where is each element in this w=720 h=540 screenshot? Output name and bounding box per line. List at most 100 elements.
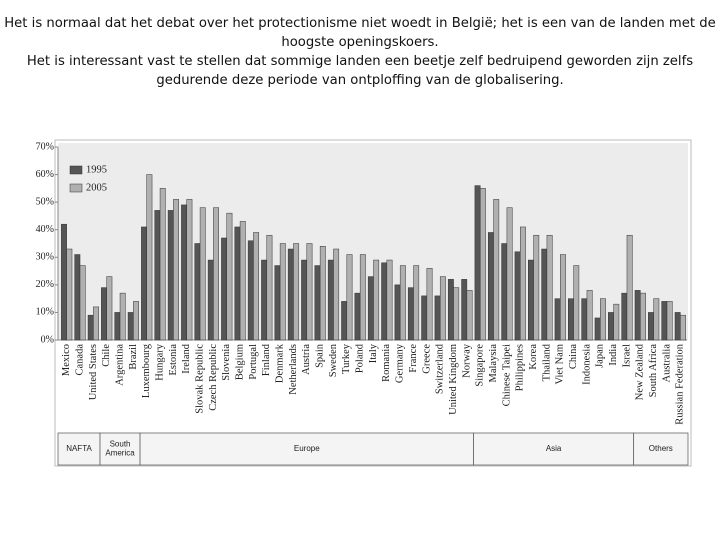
bar	[554, 298, 561, 341]
bar	[501, 243, 508, 341]
region-label: Asia	[546, 444, 562, 453]
bar	[287, 248, 294, 341]
x-tick-label: Japan	[595, 343, 606, 368]
bar	[594, 317, 601, 341]
x-tick-label: Thailand	[541, 343, 552, 381]
paragraph: Het is normaal dat het debat over het pr…	[4, 16, 716, 50]
bar	[519, 226, 526, 341]
bar	[541, 248, 548, 341]
bar	[573, 265, 580, 341]
bar	[319, 246, 326, 341]
x-tick-label: Portugal	[248, 344, 259, 380]
bar	[546, 234, 553, 341]
bar	[608, 312, 614, 341]
bar	[661, 301, 668, 341]
x-tick-label: Viet Nam	[555, 344, 566, 384]
region-box	[57, 432, 101, 466]
bar	[93, 306, 99, 341]
bar	[106, 276, 113, 341]
x-tick-label: Argentina	[114, 344, 125, 386]
x-tick-label: Philippines	[515, 344, 526, 391]
x-tick-label: Turkey	[341, 343, 352, 374]
x-tick-label: Belgium	[235, 344, 246, 380]
region-box	[473, 432, 635, 466]
bar	[141, 226, 147, 341]
x-tick-label: Singapore	[475, 344, 486, 387]
bar	[221, 237, 228, 341]
bar	[194, 243, 201, 341]
x-tick-label: Chinese Taipei	[501, 344, 512, 406]
bar	[674, 312, 681, 341]
bar	[527, 259, 534, 341]
bar	[354, 292, 361, 341]
x-tick-label: Denmark	[275, 343, 286, 383]
x-tick-label: China	[568, 344, 579, 369]
bar	[207, 259, 214, 341]
bar	[461, 279, 468, 341]
x-tick-label: Estonia	[168, 344, 179, 376]
bar	[560, 254, 566, 341]
bar	[533, 234, 540, 341]
x-tick-label: Spain	[315, 343, 326, 368]
bar	[159, 188, 166, 341]
x-tick-label: France	[408, 344, 419, 373]
bar	[439, 276, 446, 341]
x-tick-label: Australia	[661, 344, 672, 383]
bar	[407, 287, 414, 341]
bar	[359, 254, 366, 341]
bar	[568, 298, 574, 341]
x-tick-label: Finland	[261, 343, 272, 376]
bar	[381, 262, 388, 341]
bar	[653, 298, 660, 341]
x-tick-label: Romania	[381, 344, 392, 382]
bar	[154, 210, 161, 341]
x-tick-label: New Zealand	[635, 343, 646, 400]
bar	[426, 268, 433, 341]
x-tick-label: Russian Federation	[675, 343, 686, 425]
bar	[293, 243, 300, 341]
y-tick-label: 20%	[36, 279, 54, 290]
paragraph: Het is interessant vast te stellen dat s…	[26, 54, 694, 88]
x-tick-label: Austria	[301, 344, 312, 375]
x-tick-label: Germany	[395, 343, 406, 383]
bar	[466, 290, 473, 341]
bar	[447, 279, 454, 341]
legend-label: 2005	[86, 182, 107, 193]
bar	[487, 232, 494, 341]
bar	[127, 312, 134, 341]
x-tick-label: Chile	[101, 344, 112, 367]
x-tick-label: Hungary	[154, 343, 165, 380]
x-tick-label: Ireland	[181, 343, 192, 373]
bar	[586, 290, 593, 341]
y-tick-label: 0%	[41, 334, 54, 345]
x-tick-label: Mexico	[61, 344, 72, 376]
bar	[367, 276, 374, 341]
bar	[600, 298, 606, 341]
region-box	[139, 432, 474, 466]
x-tick-label: Czech Republic	[208, 344, 219, 411]
bar	[634, 290, 641, 341]
bar	[173, 199, 179, 341]
region-label: South America	[105, 440, 135, 458]
bar	[581, 298, 588, 341]
bar	[253, 232, 260, 341]
y-tick-label: 10%	[36, 307, 54, 318]
x-tick-label: Sweden	[328, 343, 339, 377]
x-tick-label: Slovak Republic	[194, 344, 205, 414]
bar	[474, 185, 481, 341]
x-tick-label: Brazil	[128, 344, 139, 370]
x-tick-label: Malaysia	[488, 344, 499, 383]
bar	[87, 314, 94, 341]
x-tick-label: Slovenia	[221, 344, 232, 381]
bar	[114, 312, 121, 341]
bar	[213, 207, 220, 341]
region-label: Europe	[294, 444, 320, 453]
x-tick-label: India	[608, 344, 619, 366]
bar	[234, 226, 241, 341]
bar	[74, 254, 81, 341]
bar	[199, 207, 206, 341]
y-tick-label: 40%	[36, 224, 54, 235]
bar	[186, 199, 193, 341]
